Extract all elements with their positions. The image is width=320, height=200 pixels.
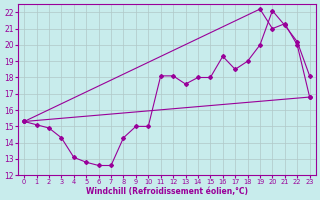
X-axis label: Windchill (Refroidissement éolien,°C): Windchill (Refroidissement éolien,°C) [86,187,248,196]
